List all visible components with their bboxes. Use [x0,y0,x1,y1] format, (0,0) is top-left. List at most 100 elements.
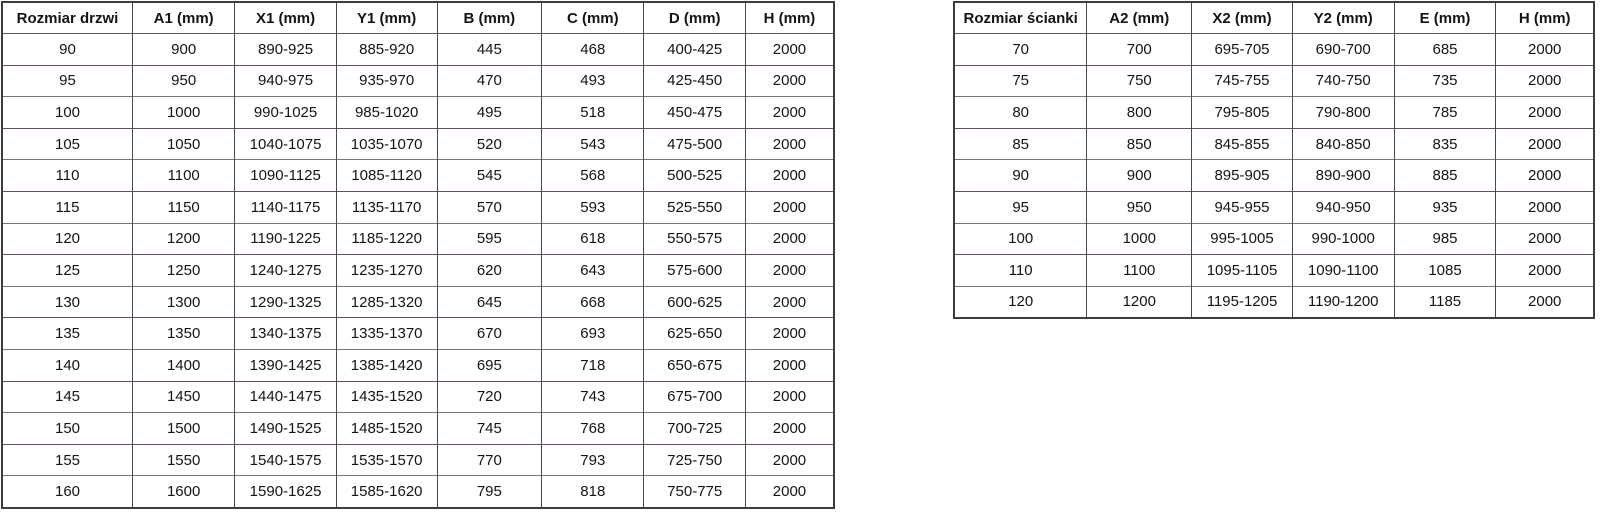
table-cell: 743 [541,381,645,413]
table-cell: 475-500 [643,128,746,160]
table-cell: 1535-1570 [335,444,438,476]
table-row: 115 1150 1140-1175 1135-1170 570 593 525-550 20… [1,191,835,224]
table-cell: 1500 [132,412,236,445]
table-cell: 643 [541,254,645,287]
table-cell: 1440-1475 [234,381,337,413]
table-cell: 1350 [132,317,236,350]
table-cell: 895-905 [1191,159,1293,192]
table-cell: 950 [1086,191,1193,224]
table-cell: 95 [1,65,134,97]
table-cell: 890-900 [1291,159,1395,192]
table-cell: 2000 [1495,65,1595,97]
table-cell: 2000 [744,286,835,318]
table-cell: 725-750 [643,444,746,476]
table-cell: 1550 [132,444,236,476]
table-cell: 645 [436,286,543,318]
table-cell: 95 [953,191,1088,224]
table-cell: 1240-1275 [234,254,337,287]
table-cell: 1200 [132,223,236,255]
table-cell: 160 [1,475,134,508]
table-cell: 1085 [1393,254,1497,287]
header-cell: Y2 (mm) [1291,2,1395,34]
table-cell: 470 [436,65,543,97]
table-cell: 1490-1525 [234,412,337,445]
table-cell: 70 [953,33,1088,66]
table-cell: 990-1000 [1291,223,1395,255]
table-cell: 885 [1393,159,1497,192]
table-cell: 2000 [1495,223,1595,255]
table-cell: 80 [953,96,1088,129]
table-cell: 1585-1620 [335,475,438,508]
table-cell: 1250 [132,254,236,287]
wall-size-table: Rozmiar ścianki A2 (mm) X2 (mm) Y2 (mm) E (m… [953,1,1595,319]
table-row: 150 1500 1490-1525 1485-1520 745 768 700-725 20… [1,412,835,445]
table-row: 90 900 895-905 890-900 885 2000 [953,159,1595,192]
table-cell: 1100 [132,159,236,192]
table-cell: 105 [1,128,134,160]
table-row: 140 1400 1390-1425 1385-1420 695 718 650-675 20… [1,349,835,382]
table-cell: 145 [1,381,134,413]
table-cell: 1235-1270 [335,254,438,287]
table-cell: 1090-1100 [1291,254,1395,287]
table-row: 120 1200 1195-1205 1190-1200 1185 2000 [953,286,1595,318]
table-cell: 818 [541,475,645,508]
table-row: 90 900 890-925 885-920 445 468 400-425 2000 [1,33,835,66]
table-cell: 2000 [744,191,835,224]
table-cell: 155 [1,444,134,476]
table-row: 120 1200 1190-1225 1185-1220 595 618 550-575 20… [1,223,835,255]
header-cell: Rozmiar ścianki [953,2,1088,34]
table-cell: 745 [436,412,543,445]
table-cell: 740-750 [1291,65,1395,97]
table-cell: 693 [541,317,645,350]
table-cell: 1450 [132,381,236,413]
table-cell: 115 [1,191,134,224]
table-cell: 890-925 [234,33,337,66]
table-cell: 1335-1370 [335,317,438,350]
table-cell: 1135-1170 [335,191,438,224]
table-cell: 545 [436,159,543,192]
door-table-body: 90 900 890-925 885-920 445 468 400-425 2000 95 95… [1,33,835,508]
header-cell: A1 (mm) [132,2,236,34]
table-row: 130 1300 1290-1325 1285-1320 645 668 600-625 20… [1,286,835,318]
table-cell: 1150 [132,191,236,224]
table-cell: 990-1025 [234,96,337,129]
table-cell: 75 [953,65,1088,97]
table-cell: 845-855 [1191,128,1293,160]
table-row: 85 850 845-855 840-850 835 2000 [953,128,1595,160]
table-cell: 520 [436,128,543,160]
header-cell: D (mm) [643,2,746,34]
table-cell: 1185 [1393,286,1497,318]
table-row: 155 1550 1540-1575 1535-1570 770 793 725-750 20… [1,444,835,476]
table-cell: 2000 [744,381,835,413]
table-cell: 2000 [744,96,835,129]
table-cell: 690-700 [1291,33,1395,66]
table-cell: 2000 [1495,128,1595,160]
table-cell: 840-850 [1291,128,1395,160]
table-cell: 1340-1375 [234,317,337,350]
table-cell: 568 [541,159,645,192]
table-cell: 940-950 [1291,191,1395,224]
table-cell: 1190-1225 [234,223,337,255]
table-cell: 110 [1,159,134,192]
table-cell: 900 [1086,159,1193,192]
table-cell: 140 [1,349,134,382]
table-cell: 2000 [744,128,835,160]
table-cell: 720 [436,381,543,413]
table-cell: 550-575 [643,223,746,255]
table-cell: 1050 [132,128,236,160]
table-cell: 2000 [744,317,835,350]
header-row: Rozmiar drzwi A1 (mm) X1 (mm) Y1 (mm) B (mm)… [1,2,835,34]
table-row: 95 950 940-975 935-970 470 493 425-450 2000 [1,65,835,97]
table-cell: 1035-1070 [335,128,438,160]
table-row: 80 800 795-805 790-800 785 2000 [953,96,1595,129]
table-cell: 543 [541,128,645,160]
table-cell: 625-650 [643,317,746,350]
table-cell: 2000 [744,349,835,382]
table-cell: 675-700 [643,381,746,413]
table-cell: 85 [953,128,1088,160]
table-cell: 110 [953,254,1088,287]
table-cell: 1000 [1086,223,1193,255]
table-row: 75 750 745-755 740-750 735 2000 [953,65,1595,97]
table-cell: 785 [1393,96,1497,129]
table-row: 110 1100 1095-1105 1090-1100 1085 2000 [953,254,1595,287]
